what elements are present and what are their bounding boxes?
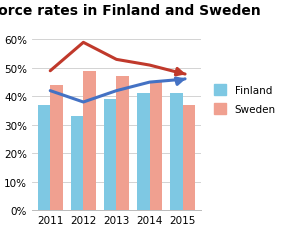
- Title: Divorce rates in Finland and Sweden: Divorce rates in Finland and Sweden: [0, 4, 260, 18]
- Bar: [50, 86, 63, 210]
- Bar: [137, 94, 150, 210]
- Bar: [170, 94, 183, 210]
- Bar: [117, 77, 129, 210]
- Bar: [83, 71, 96, 210]
- Legend: Finland, Sweden: Finland, Sweden: [209, 81, 280, 119]
- Bar: [71, 117, 83, 210]
- Bar: [150, 83, 162, 210]
- Bar: [104, 100, 117, 210]
- Bar: [183, 105, 195, 210]
- Bar: [38, 105, 50, 210]
